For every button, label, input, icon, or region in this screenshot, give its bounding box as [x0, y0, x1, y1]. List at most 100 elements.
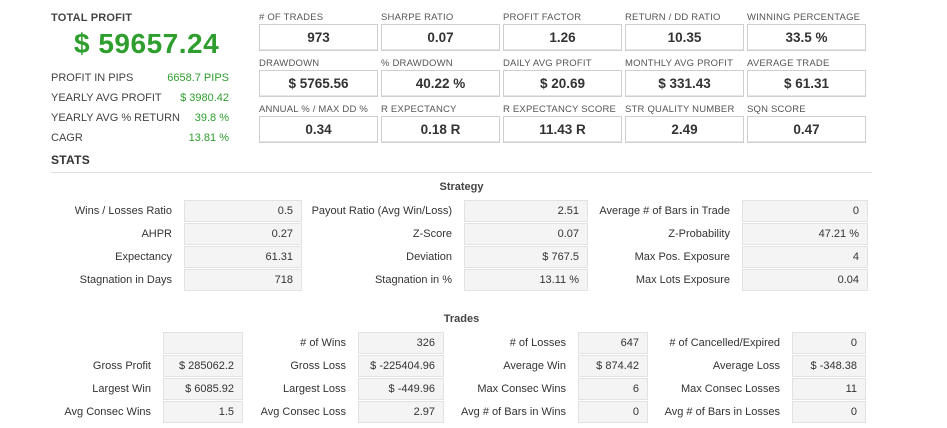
metric-value: $ 61.31	[747, 70, 866, 97]
metric-label: ANNUAL % / MAX DD %	[259, 104, 369, 115]
trades-value: 0	[578, 401, 648, 423]
strategy-value: 4	[742, 246, 868, 268]
trades-value: 0	[792, 401, 866, 423]
metric-label: DRAWDOWN	[259, 58, 320, 69]
trades-value: $ -225404.96	[358, 355, 444, 377]
metric-value: $ 5765.56	[259, 70, 378, 97]
trades-label: Largest Win	[92, 383, 151, 395]
metric-label: WINNING PERCENTAGE	[747, 12, 861, 23]
metric-value: 1.26	[503, 24, 622, 51]
summary-label: PROFIT IN PIPS	[51, 72, 134, 84]
metric-average-trade: AVERAGE TRADE $ 61.31	[747, 58, 866, 97]
strategy-value: 0.04	[742, 269, 868, 291]
trades-value: 6	[578, 378, 648, 400]
metric-daily-avg-profit: DAILY AVG PROFIT $ 20.69	[503, 58, 622, 97]
strategy-label: Z-Probability	[668, 228, 730, 240]
metric-return-dd-ratio: RETURN / DD RATIO 10.35	[625, 12, 744, 51]
strategy-value: 61.31	[184, 246, 302, 268]
metric-value: 0.18 R	[381, 116, 500, 143]
stats-heading: STATS	[51, 153, 91, 167]
trades-label	[0, 332, 151, 354]
trades-label: # of Losses	[509, 337, 566, 349]
strategy-value: 0	[742, 200, 868, 222]
metric-label: % DRAWDOWN	[381, 58, 453, 69]
trades-label: Avg # of Bars in Wins	[461, 406, 566, 418]
trades-value: 326	[358, 332, 444, 354]
summary-value: 6658.7 PIPS	[167, 72, 229, 84]
strategy-label: Payout Ratio (Avg Win/Loss)	[311, 205, 452, 217]
trades-value: 2.97	[358, 401, 444, 423]
metric-drawdown: DRAWDOWN $ 5765.56	[259, 58, 378, 97]
strategy-value: 0.5	[184, 200, 302, 222]
metric-label: SQN SCORE	[747, 104, 806, 115]
metric-label: R EXPECTANCY	[381, 104, 457, 115]
summary-value: 39.8 %	[194, 112, 229, 124]
trades-label: Largest Loss	[283, 383, 346, 395]
trades-value	[163, 332, 243, 354]
metric-value: $ 20.69	[503, 70, 622, 97]
strategy-value: 718	[184, 269, 302, 291]
trades-value: $ 6085.92	[163, 378, 243, 400]
profit-summary: TOTAL PROFIT $ 59657.24 PROFIT IN PIPS 6…	[51, 12, 229, 148]
metric-label: MONTHLY AVG PROFIT	[625, 58, 734, 69]
metric-value: 33.5 %	[747, 24, 866, 51]
metric-value: 0.34	[259, 116, 378, 143]
summary-value: $ 3980.42	[180, 92, 229, 104]
metric-r-expectancy-score: R EXPECTANCY SCORE 11.43 R	[503, 104, 622, 143]
metric-label: RETURN / DD RATIO	[625, 12, 721, 23]
metric-value: $ 331.43	[625, 70, 744, 97]
trades-value: 0	[792, 332, 866, 354]
strategy-value: 47.21 %	[742, 223, 868, 245]
metric-value: 2.49	[625, 116, 744, 143]
trades-label: Max Consec Wins	[477, 383, 566, 395]
trades-value: 647	[578, 332, 648, 354]
strategy-label: Stagnation in Days	[79, 274, 172, 286]
summary-row: YEARLY AVG PROFIT $ 3980.42	[51, 88, 229, 108]
strategy-value: 2.51	[464, 200, 588, 222]
strategy-section-title: Strategy	[439, 181, 484, 193]
summary-value: 13.81 %	[188, 132, 229, 144]
metric-label: PROFIT FACTOR	[503, 12, 582, 23]
metric-percent-drawdown: % DRAWDOWN 40.22 %	[381, 58, 500, 97]
metric-value: 40.22 %	[381, 70, 500, 97]
metric-value: 973	[259, 24, 378, 51]
trades-value: $ 285062.2	[163, 355, 243, 377]
summary-label: YEARLY AVG PROFIT	[51, 92, 162, 104]
strategy-value: 13.11 %	[464, 269, 588, 291]
strategy-label: Z-Score	[412, 228, 452, 240]
strategy-label: Wins / Losses Ratio	[74, 205, 172, 217]
metric-value: 10.35	[625, 24, 744, 51]
stats-divider	[51, 172, 872, 173]
trades-value: 1.5	[163, 401, 243, 423]
metric-label: R EXPECTANCY SCORE	[503, 104, 617, 115]
trades-section-title: Trades	[443, 313, 480, 325]
summary-row: CAGR 13.81 %	[51, 128, 229, 148]
metric-label: STR QUALITY NUMBER	[625, 104, 735, 115]
strategy-label: AHPR	[141, 228, 172, 240]
strategy-value: 0.07	[464, 223, 588, 245]
strategy-value: $ 767.5	[464, 246, 588, 268]
trades-value: $ 874.42	[578, 355, 648, 377]
total-profit-label: TOTAL PROFIT	[51, 12, 133, 24]
metric-r-expectancy: R EXPECTANCY 0.18 R	[381, 104, 500, 143]
trades-label: # of Wins	[300, 337, 346, 349]
metric-value: 11.43 R	[503, 116, 622, 143]
trades-label: Max Consec Losses	[680, 383, 780, 395]
summary-label: YEARLY AVG % RETURN	[51, 112, 180, 124]
metric-profit-factor: PROFIT FACTOR 1.26	[503, 12, 622, 51]
trades-label: Avg Consec Loss	[260, 406, 346, 418]
metric-sqn-score: SQN SCORE 0.47	[747, 104, 866, 143]
trades-value: $ -449.96	[358, 378, 444, 400]
total-profit-value: $ 59657.24	[74, 28, 220, 59]
trades-label: Avg Consec Wins	[64, 406, 151, 418]
metric-trades-count: # OF TRADES 973	[259, 12, 378, 51]
metric-value: 0.07	[381, 24, 500, 51]
strategy-label: Average # of Bars in Trade	[599, 205, 730, 217]
strategy-label: Max Lots Exposure	[635, 274, 730, 286]
trades-label: Avg # of Bars in Losses	[664, 406, 780, 418]
metric-label: # OF TRADES	[259, 12, 324, 23]
trades-label: Gross Loss	[290, 360, 346, 372]
trades-value: 11	[792, 378, 866, 400]
metric-annual-max-dd: ANNUAL % / MAX DD % 0.34	[259, 104, 378, 143]
strategy-label: Max Pos. Exposure	[634, 251, 730, 263]
